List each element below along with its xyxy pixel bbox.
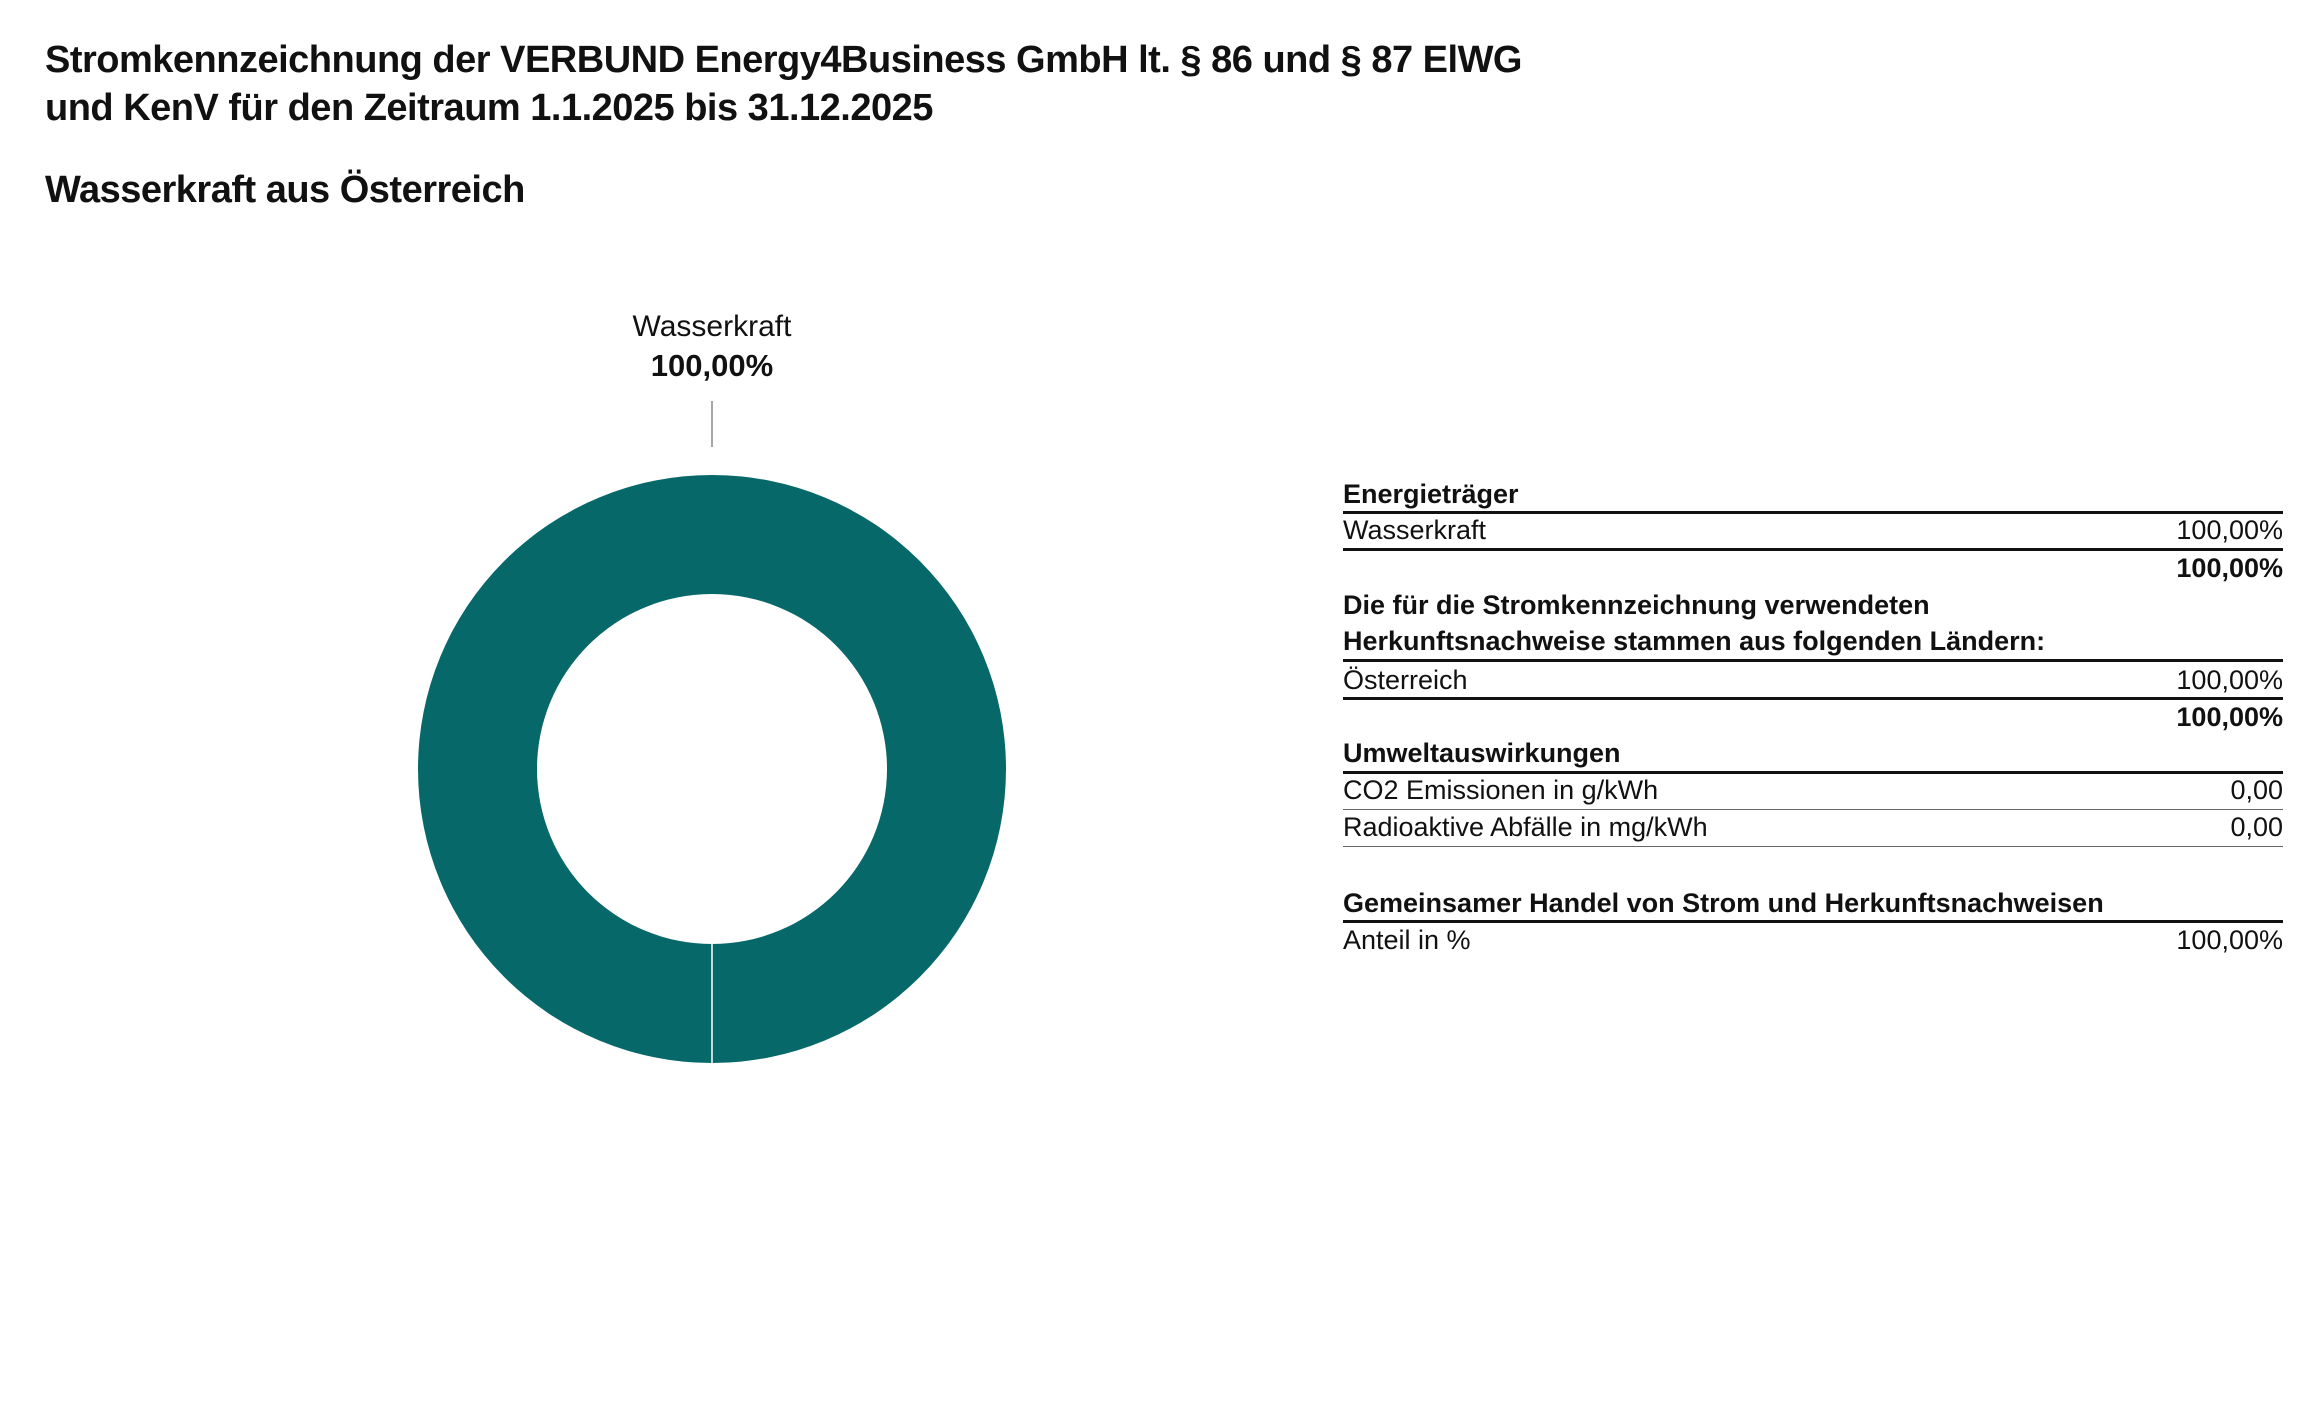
energy-heading: Energieträger	[1343, 476, 2283, 513]
slice-label-category: Wasserkraft	[633, 310, 793, 343]
slice-label-value: 100,00%	[651, 348, 773, 383]
env-heading-label: Umweltauswirkungen	[1343, 738, 1621, 768]
donut-slice-wasserkraft	[418, 475, 1006, 1063]
divider	[1343, 659, 2283, 662]
table-row: CO2 Emissionen in g/kWh 0,00	[1343, 772, 2283, 809]
row-label: CO2 Emissionen in g/kWh	[1343, 775, 1659, 805]
energy-total-value: 100,00%	[2176, 553, 2283, 583]
row-label: Radioaktive Abfälle in mg/kWh	[1343, 812, 1708, 842]
divider	[1343, 771, 2283, 774]
divider	[1343, 697, 2283, 700]
trade-heading: Gemeinsamer Handel von Strom und Herkunf…	[1343, 885, 2283, 922]
table-row: Radioaktive Abfälle in mg/kWh 0,00	[1343, 809, 2283, 846]
page-subtitle: Wasserkraft aus Österreich	[45, 169, 525, 211]
divider	[1343, 920, 2283, 923]
row-label: Anteil in %	[1343, 925, 1471, 955]
table-row: Österreich 100,00%	[1343, 662, 2283, 699]
origin-total-value: 100,00%	[2176, 702, 2283, 732]
row-value: 0,00	[2230, 812, 2283, 842]
divider	[1343, 846, 2283, 847]
table-row: Wasserkraft 100,00%	[1343, 512, 2283, 549]
origin-total-row: 100,00%	[1343, 699, 2283, 736]
row-value: 100,00%	[2176, 925, 2283, 955]
page-title: Stromkennzeichnung der VERBUND Energy4Bu…	[45, 36, 1523, 132]
row-label: Wasserkraft	[1343, 515, 1487, 545]
title-line-2: und KenV für den Zeitraum 1.1.2025 bis 3…	[45, 87, 933, 129]
origin-heading-2: Herkunftsnachweise stammen aus folgenden…	[1343, 623, 2283, 660]
origin-heading-line-2: Herkunftsnachweise stammen aus folgenden…	[1343, 626, 2046, 656]
row-label: Österreich	[1343, 665, 1468, 695]
title-line-1: Stromkennzeichnung der VERBUND Energy4Bu…	[45, 39, 1523, 81]
origin-heading-line-1: Die für die Stromkennzeichnung verwendet…	[1343, 590, 1930, 620]
divider	[1343, 511, 2283, 514]
energy-heading-label: Energieträger	[1343, 479, 1519, 509]
env-heading: Umweltauswirkungen	[1343, 735, 2283, 772]
energy-total-row: 100,00%	[1343, 550, 2283, 587]
donut-chart: Wasserkraft 100,00%	[418, 310, 1006, 1063]
table-row: Anteil in % 100,00%	[1343, 922, 2283, 959]
origin-heading-1: Die für die Stromkennzeichnung verwendet…	[1343, 587, 2283, 624]
row-value: 0,00	[2230, 775, 2283, 805]
row-value: 100,00%	[2176, 665, 2283, 695]
divider	[1343, 809, 2283, 810]
divider	[1343, 548, 2283, 551]
trade-heading-label: Gemeinsamer Handel von Strom und Herkunf…	[1343, 888, 2104, 918]
row-value: 100,00%	[2176, 515, 2283, 545]
